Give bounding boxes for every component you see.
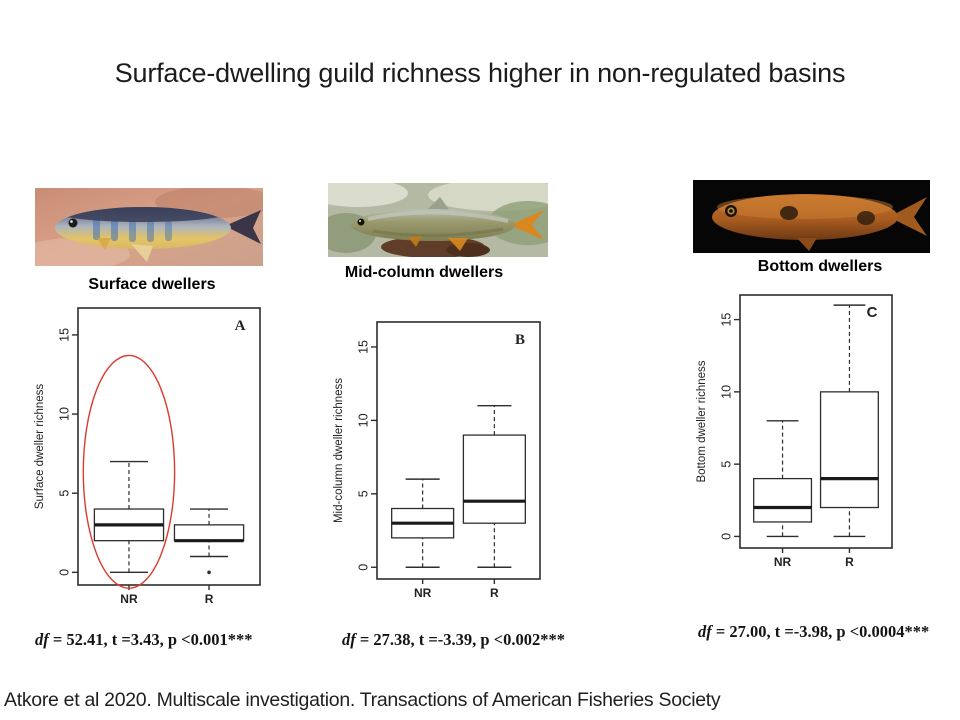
- plot-a-chart: 0 5 10 15 Surface dweller richness A NR R: [25, 298, 285, 638]
- mid-column-dwellers-label: Mid-column dwellers: [344, 264, 504, 281]
- surface-dwellers-photo: [20, 186, 275, 270]
- y-tick-label: 15: [57, 328, 71, 342]
- plot-b-stats: df = 27.38, t =-3.39, p <0.002***: [342, 630, 565, 650]
- outlier-point: [207, 570, 211, 575]
- plot-b-stats-values: = 27.38, t =-3.39, p <0.002***: [355, 630, 565, 649]
- plot-c-stats-df: df: [698, 622, 712, 641]
- x-tick-label: NR: [120, 592, 138, 606]
- slide-title: Surface-dwelling guild richness higher i…: [114, 58, 846, 88]
- panel-letter: C: [867, 304, 878, 321]
- surface-dwellers-label: Surface dwellers: [88, 276, 216, 293]
- y-tick-label: 0: [719, 533, 733, 540]
- plot-a-stats-values: = 52.41, t =3.43, p <0.001***: [48, 630, 253, 649]
- citation: Atkore et al 2020. Multiscale investigat…: [4, 689, 721, 711]
- x-tick-label: R: [490, 586, 499, 600]
- iqr-box: [753, 477, 813, 523]
- y-axis-title: Surface dweller richness: [34, 384, 46, 510]
- mid-column-dwellers-photo: [308, 179, 568, 258]
- y-tick-label: 0: [356, 564, 370, 571]
- y-tick-label: 5: [356, 490, 370, 497]
- y-tick-label: 0: [57, 569, 71, 576]
- plot-b-chart: 0 5 10 15 Mid-column dweller richness B NR R: [325, 298, 560, 628]
- iqr-box: [819, 391, 879, 509]
- iqr-box: [462, 434, 526, 524]
- boxplot-panel-b: 0 5 10 15 Mid-column dweller richness B NR R: [333, 321, 541, 600]
- x-tick-label: NR: [774, 555, 792, 569]
- bottom-fish-illustration: [693, 180, 930, 253]
- y-tick-label: 15: [719, 313, 733, 327]
- x-tick-label: R: [845, 555, 854, 569]
- bottom-dwellers-photo: [693, 180, 930, 253]
- plot-frame: [77, 307, 261, 586]
- panel-letter: B: [515, 332, 525, 348]
- boxplot-panel-c: 0 5 10 15 Bottom dweller richness C NR R: [696, 294, 893, 569]
- y-tick-label: 10: [57, 407, 71, 421]
- iqr-box: [173, 524, 245, 542]
- plot-c-stats-values: = 27.00, t =-3.98, p <0.0004***: [711, 622, 930, 641]
- y-tick-label: 5: [57, 490, 71, 497]
- surface-fish-illustration: [20, 186, 275, 270]
- y-axis-title: Mid-column dweller richness: [333, 378, 345, 523]
- boxplot-panel-a: 0 5 10 15 Surface dweller richness A NR R: [34, 307, 261, 606]
- x-tick-label: R: [205, 592, 214, 606]
- x-tick-label: NR: [414, 586, 432, 600]
- y-tick-label: 10: [719, 385, 733, 399]
- y-tick-label: 15: [356, 340, 370, 354]
- y-tick-label: 5: [719, 461, 733, 468]
- plot-c-stats: df = 27.00, t =-3.98, p <0.0004***: [698, 622, 929, 642]
- plot-b-stats-df: df: [342, 630, 356, 649]
- panel-letter: A: [235, 318, 246, 334]
- y-axis-title: Bottom dweller richness: [696, 360, 708, 482]
- plot-a-stats: df = 52.41, t =3.43, p <0.001***: [35, 630, 253, 650]
- mid-column-fish-illustration: [308, 179, 568, 258]
- plot-a-stats-df: df: [35, 630, 49, 649]
- bottom-dwellers-label: Bottom dwellers: [757, 258, 883, 275]
- plot-c-chart: 0 5 10 15 Bottom dweller richness C NR R: [685, 273, 920, 583]
- highlight-ellipse: [82, 354, 176, 589]
- y-tick-label: 10: [356, 413, 370, 427]
